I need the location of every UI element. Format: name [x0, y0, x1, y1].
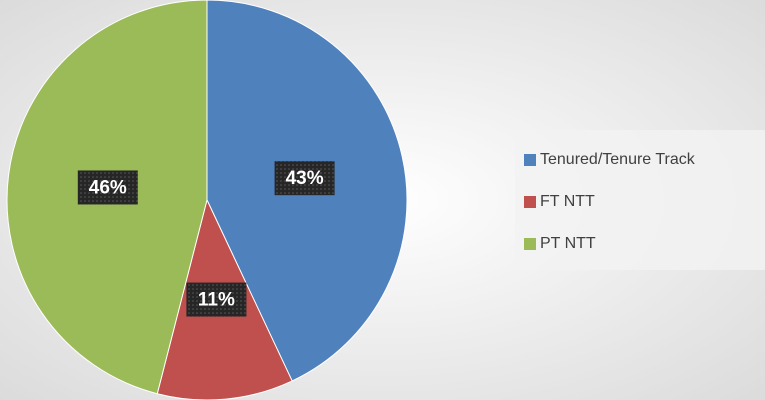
data-label-box	[274, 161, 335, 196]
data-label: 43%	[286, 168, 324, 189]
legend-swatch	[524, 154, 536, 166]
legend-swatch	[524, 238, 536, 250]
data-label-box	[77, 170, 138, 205]
legend-label: FT NTT	[540, 193, 595, 210]
legend-label: PT NTT	[540, 235, 596, 252]
legend-label: Tenured/Tenure Track	[540, 151, 696, 168]
data-label: 11%	[198, 290, 235, 311]
legend-box	[515, 130, 765, 270]
legend-swatch	[524, 196, 536, 208]
data-label: 46%	[89, 177, 127, 198]
data-label-box	[186, 282, 247, 317]
